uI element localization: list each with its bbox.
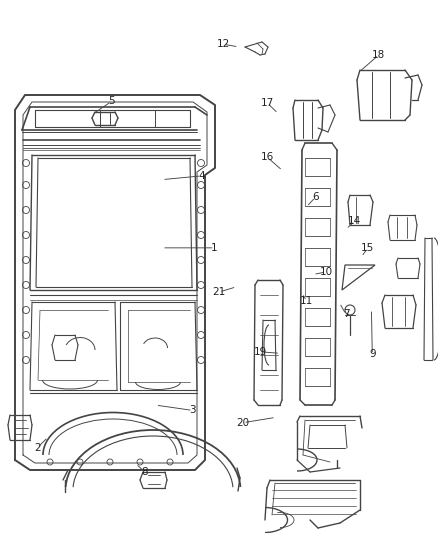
Text: 14: 14: [348, 216, 361, 226]
Text: 8: 8: [141, 467, 148, 477]
Text: 12: 12: [217, 39, 230, 49]
Text: 5: 5: [108, 96, 115, 106]
Text: 1: 1: [211, 243, 218, 253]
Text: 20: 20: [237, 418, 250, 427]
Text: 10: 10: [320, 267, 333, 277]
Text: 15: 15: [361, 243, 374, 253]
Text: 17: 17: [261, 98, 274, 108]
Text: 4: 4: [198, 171, 205, 181]
Text: 7: 7: [343, 310, 350, 319]
Text: 16: 16: [261, 152, 274, 162]
Text: 2: 2: [34, 443, 41, 453]
Text: 18: 18: [372, 50, 385, 60]
Text: 9: 9: [369, 350, 376, 359]
Text: 21: 21: [212, 287, 226, 297]
Text: 11: 11: [300, 296, 313, 306]
Text: 3: 3: [189, 406, 196, 415]
Text: 6: 6: [312, 192, 319, 202]
Text: 19: 19: [254, 347, 267, 357]
